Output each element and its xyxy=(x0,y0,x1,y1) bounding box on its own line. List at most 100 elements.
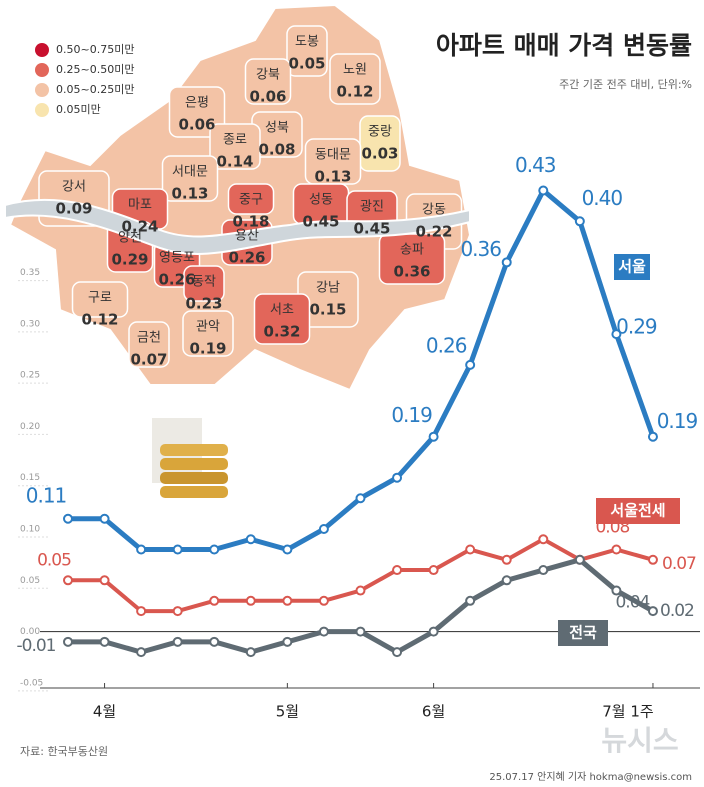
district xyxy=(161,155,219,202)
data-point xyxy=(318,626,329,637)
data-point xyxy=(611,329,622,340)
value-label: 0.19 xyxy=(657,409,698,433)
data-point xyxy=(574,554,585,565)
district-value: 0.08 xyxy=(258,141,295,159)
district-value: 0.13 xyxy=(171,185,208,203)
value-label: 0.07 xyxy=(662,554,696,574)
y-tick-label: 0.30 xyxy=(20,319,40,329)
series-name-box xyxy=(596,498,680,524)
district-name: 강서 xyxy=(62,180,86,195)
series-name-box xyxy=(614,254,650,280)
district xyxy=(183,265,225,302)
district-value: 0.22 xyxy=(415,223,452,241)
value-label: -0.01 xyxy=(17,636,56,656)
x-tick-label: 7월 1주 xyxy=(602,703,653,721)
data-point xyxy=(136,544,147,555)
y-tick-label: 0.20 xyxy=(20,422,40,432)
district-name: 강남 xyxy=(316,281,340,296)
credit: 25.07.17 안지혜 기자 hokma@newsis.com xyxy=(489,771,692,783)
value-label: 0.05 xyxy=(37,550,71,570)
district-value: 0.29 xyxy=(111,251,148,269)
data-point xyxy=(465,595,476,606)
district xyxy=(209,123,261,170)
data-point xyxy=(99,575,110,586)
coin xyxy=(160,486,228,498)
district-name: 강동 xyxy=(422,203,446,218)
data-point xyxy=(63,636,73,647)
district-name: 종로 xyxy=(223,133,247,148)
data-point xyxy=(392,647,403,658)
building-coins-icon xyxy=(152,418,228,498)
series-name: 서울 xyxy=(618,258,646,276)
y-tick-label: 0.00 xyxy=(20,627,40,637)
district-value: 0.26 xyxy=(158,271,195,289)
data-point xyxy=(99,636,110,647)
district-name: 양천 xyxy=(118,231,142,246)
data-point xyxy=(99,513,110,524)
district-value: 0.13 xyxy=(314,168,351,186)
coin xyxy=(160,444,228,456)
data-point xyxy=(172,606,183,617)
district xyxy=(168,86,226,138)
data-point xyxy=(465,544,476,555)
value-label: 0.36 xyxy=(460,237,501,261)
value-label: 0.02 xyxy=(660,601,694,621)
data-point xyxy=(209,544,220,555)
y-tick-label: 0.05 xyxy=(20,576,40,586)
data-point xyxy=(392,472,403,483)
district-value: 0.07 xyxy=(130,351,167,369)
district-name: 동작 xyxy=(192,275,216,290)
data-point xyxy=(282,595,293,606)
legend-swatch xyxy=(35,103,49,117)
district-value: 0.03 xyxy=(361,145,398,163)
data-point xyxy=(647,431,658,442)
district-name: 성동 xyxy=(309,193,333,208)
data-point xyxy=(355,493,366,504)
series-name: 서울전세 xyxy=(610,502,665,520)
district-name: 영등포 xyxy=(159,251,195,266)
value-label: 0.11 xyxy=(26,483,67,507)
value-label: 0.19 xyxy=(391,403,432,427)
data-point xyxy=(172,636,183,647)
district xyxy=(128,321,170,368)
district xyxy=(286,25,328,77)
han-river xyxy=(4,198,471,255)
data-point xyxy=(538,185,549,196)
data-point xyxy=(465,359,476,370)
district-name: 마포 xyxy=(128,198,152,213)
district-value: 0.19 xyxy=(189,340,226,358)
y-tick-label: -0.05 xyxy=(20,678,43,688)
data-point xyxy=(428,431,439,442)
data-point xyxy=(209,595,220,606)
watermark: 뉴시스 xyxy=(601,724,678,757)
district-name: 서초 xyxy=(270,303,294,318)
coin xyxy=(160,472,228,484)
district-name: 광진 xyxy=(360,200,384,215)
series-name-box xyxy=(558,620,608,646)
district-name: 노원 xyxy=(343,63,367,78)
district-value: 0.15 xyxy=(309,301,346,319)
data-point xyxy=(318,524,329,535)
data-point xyxy=(355,585,366,596)
district-name: 서대문 xyxy=(172,165,208,180)
value-label: 0.40 xyxy=(582,186,623,210)
legend-label: 0.50~0.75미만 xyxy=(56,43,134,56)
district-name: 관악 xyxy=(196,320,220,335)
value-label: 0.43 xyxy=(515,153,556,177)
coin xyxy=(160,458,228,470)
district-value: 0.45 xyxy=(302,213,339,231)
data-point xyxy=(538,534,549,545)
data-point xyxy=(428,565,439,576)
data-point xyxy=(136,606,147,617)
data-point xyxy=(501,575,512,586)
value-label: 0.29 xyxy=(616,315,657,339)
district-value: 0.05 xyxy=(288,55,325,73)
data-point xyxy=(245,595,256,606)
data-point xyxy=(63,513,73,524)
district xyxy=(329,53,381,105)
district-value: 0.23 xyxy=(185,295,222,313)
y-tick-label: 0.15 xyxy=(20,473,40,483)
data-point xyxy=(318,595,329,606)
data-point xyxy=(611,585,622,596)
